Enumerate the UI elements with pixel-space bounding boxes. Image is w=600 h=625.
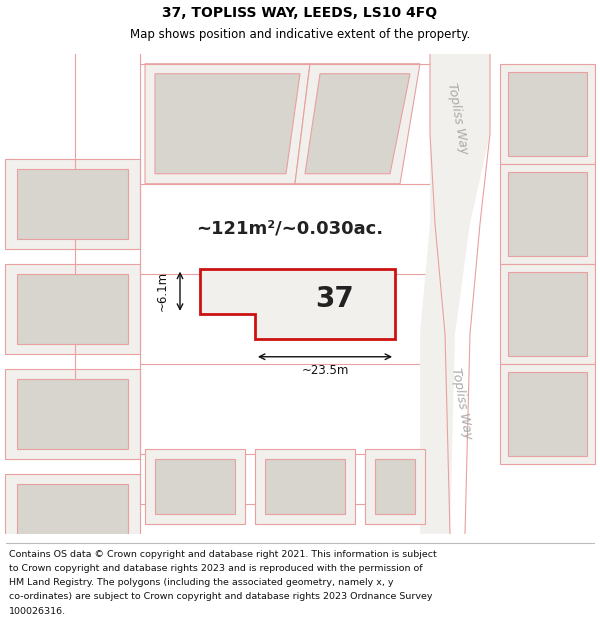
Polygon shape — [420, 54, 490, 534]
Bar — [17, 274, 128, 344]
Bar — [17, 484, 128, 554]
Bar — [5, 474, 140, 564]
Bar — [500, 364, 595, 464]
Text: ~121m²/~0.030ac.: ~121m²/~0.030ac. — [196, 220, 383, 238]
Text: Topliss Way: Topliss Way — [445, 82, 470, 156]
Bar — [375, 459, 415, 514]
Bar — [508, 372, 587, 456]
Text: ~23.5m: ~23.5m — [301, 364, 349, 378]
Text: ~6.1m: ~6.1m — [155, 271, 169, 311]
Bar — [255, 449, 355, 524]
Text: Topliss Way: Topliss Way — [449, 367, 475, 441]
Bar — [145, 449, 245, 524]
Bar — [508, 272, 587, 356]
Text: co-ordinates) are subject to Crown copyright and database rights 2023 Ordnance S: co-ordinates) are subject to Crown copyr… — [9, 592, 433, 601]
Bar — [500, 64, 595, 164]
Bar — [500, 164, 595, 264]
Bar — [500, 264, 595, 364]
Text: Map shows position and indicative extent of the property.: Map shows position and indicative extent… — [130, 28, 470, 41]
Bar — [155, 459, 235, 514]
Bar — [5, 159, 140, 249]
Text: HM Land Registry. The polygons (including the associated geometry, namely x, y: HM Land Registry. The polygons (includin… — [9, 578, 394, 587]
Text: to Crown copyright and database rights 2023 and is reproduced with the permissio: to Crown copyright and database rights 2… — [9, 564, 422, 573]
Polygon shape — [295, 64, 420, 184]
Bar — [508, 172, 587, 256]
Text: 100026316.: 100026316. — [9, 607, 66, 616]
Bar — [17, 379, 128, 449]
Polygon shape — [305, 74, 410, 174]
Bar — [5, 369, 140, 459]
Bar — [5, 264, 140, 354]
Bar — [365, 449, 425, 524]
Bar — [508, 72, 587, 156]
Polygon shape — [155, 74, 300, 174]
Text: Contains OS data © Crown copyright and database right 2021. This information is : Contains OS data © Crown copyright and d… — [9, 550, 437, 559]
Polygon shape — [145, 64, 310, 184]
Text: 37, TOPLISS WAY, LEEDS, LS10 4FQ: 37, TOPLISS WAY, LEEDS, LS10 4FQ — [163, 6, 437, 20]
Text: 37: 37 — [316, 285, 355, 312]
Bar — [17, 169, 128, 239]
Polygon shape — [200, 269, 395, 339]
Bar — [265, 459, 345, 514]
